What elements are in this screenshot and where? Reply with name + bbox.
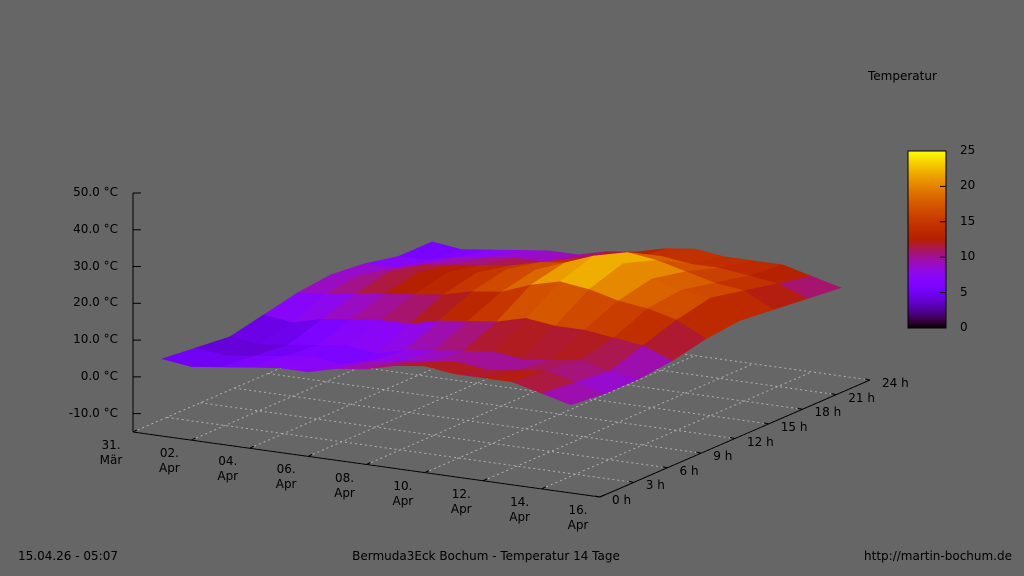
y-tick-label: 9 h xyxy=(713,449,733,464)
x-axis xyxy=(132,431,601,498)
colorbar-tick-label: 15 xyxy=(960,213,976,228)
colorbar-tick-label: 20 xyxy=(960,178,976,193)
z-tick-label: 30.0 °C xyxy=(73,258,118,273)
grid-line xyxy=(301,358,769,425)
x-tick-label: 04. Apr xyxy=(217,454,239,484)
grid-line xyxy=(267,373,736,439)
grid-line xyxy=(541,371,812,490)
y-tick-label: 6 h xyxy=(679,463,699,478)
x-tick-label: 12. Apr xyxy=(450,486,472,516)
x-tick-label: 10. Apr xyxy=(392,478,414,508)
x-tick-label: 14. Apr xyxy=(509,494,530,524)
y-tick-label: 15 h xyxy=(780,419,808,434)
colorbar-tick-label: 10 xyxy=(960,249,976,264)
y-tick-label: 3 h xyxy=(645,478,665,493)
colorbar-label: Temperatur xyxy=(868,69,937,83)
y-tick-label: 24 h xyxy=(882,376,909,390)
x-tick-label: 06. Apr xyxy=(275,462,297,492)
colorbar-tick-label: 0 xyxy=(960,320,968,334)
x-tick-label: 02. Apr xyxy=(158,446,180,476)
grid-line xyxy=(166,416,634,483)
z-tick-label: 40.0 °C xyxy=(73,221,118,236)
grid-line xyxy=(424,355,696,474)
y-tick-label: 12 h xyxy=(747,434,774,449)
z-tick-label: 20.0 °C xyxy=(73,295,118,310)
z-tick-label: 50.0 °C xyxy=(73,185,118,199)
z-tick-label: -10.0 °C xyxy=(68,405,118,420)
y-tick-label: 0 h xyxy=(612,493,632,507)
y-axis xyxy=(599,379,871,498)
grid-line xyxy=(234,387,702,454)
x-tick-label: 31. Mär xyxy=(99,438,123,467)
grid-line xyxy=(200,402,668,469)
chart-title: Bermuda3Eck Bochum - Temperatur 14 Tage xyxy=(352,549,620,563)
z-tick-label: 10.0 °C xyxy=(73,332,118,347)
y-tick-label: 18 h xyxy=(814,405,842,420)
x-tick-label: 16. Apr xyxy=(567,503,589,532)
y-tick-label: 21 h xyxy=(848,390,875,405)
url: http://martin-bochum.de xyxy=(864,549,1012,563)
colorbar xyxy=(907,150,947,329)
colorbar-tick-label: 25 xyxy=(960,143,976,157)
grid-line xyxy=(483,363,754,482)
x-tick-label: 08. Apr xyxy=(334,470,355,500)
timestamp: 15.04.26 - 05:07 xyxy=(18,549,118,563)
z-tick-label: 0.0 °C xyxy=(80,368,118,383)
colorbar-tick-label: 5 xyxy=(960,284,968,299)
surface-cell xyxy=(540,382,606,406)
